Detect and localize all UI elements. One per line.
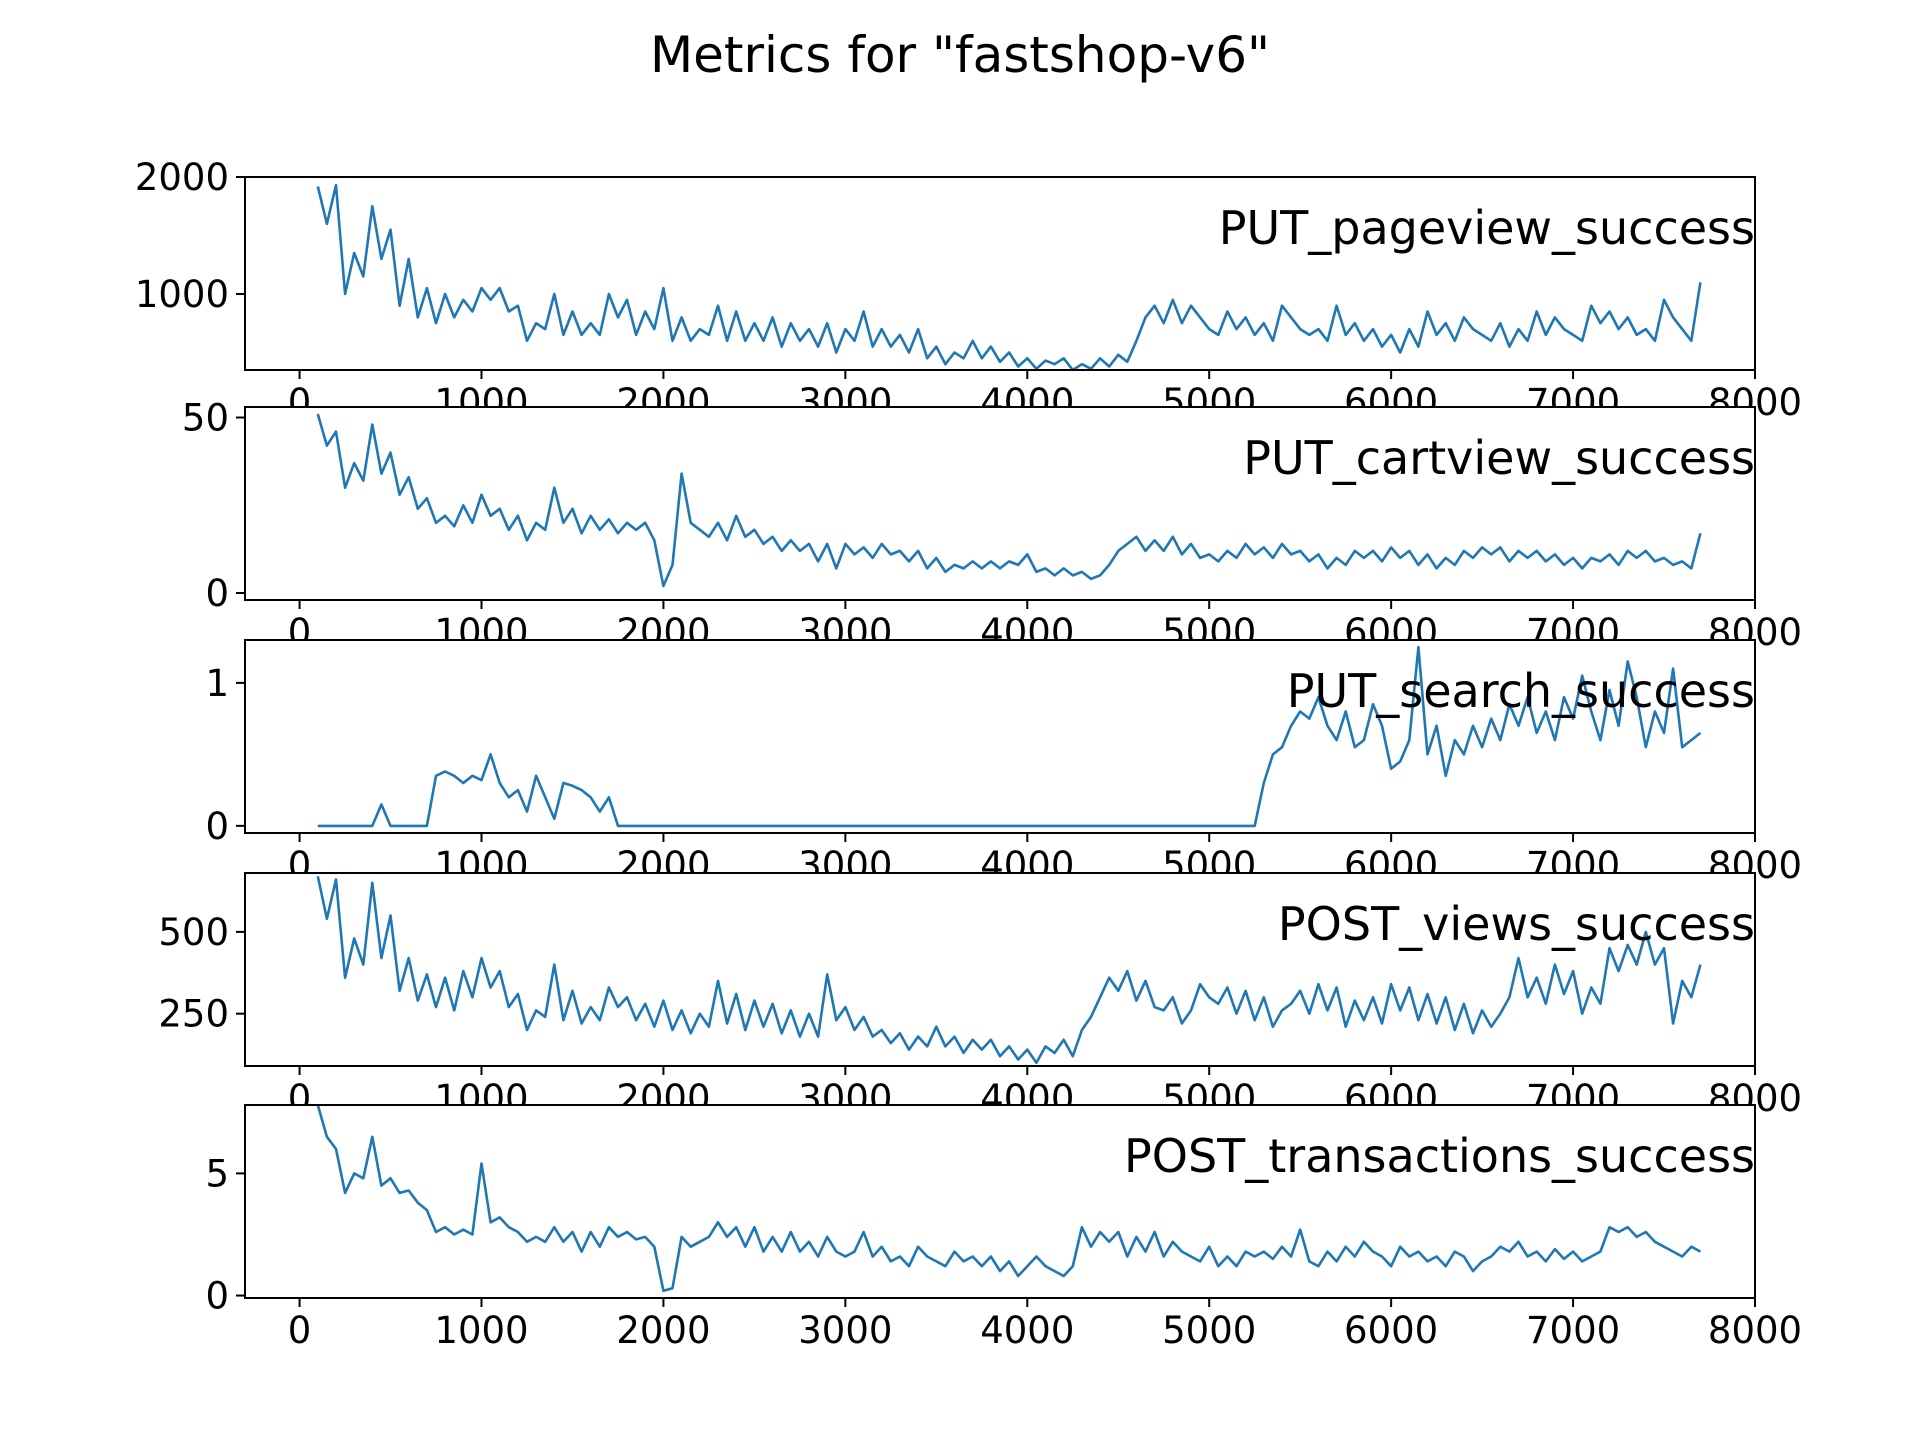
series-label: POST_views_success — [1278, 897, 1755, 951]
x-tick-label: 8000 — [1708, 1309, 1802, 1352]
y-tick-label: 0 — [205, 805, 229, 848]
subplot-panels: 0 1000 2000 3000 4000 5000 6000 7000 80001000200… — [135, 156, 1802, 1352]
x-tick-label: 5000 — [1162, 1309, 1256, 1352]
series-line-put-search-success — [317, 645, 1702, 828]
subplot-put-pageview-success: 0 1000 2000 3000 4000 5000 6000 7000 80001000200… — [135, 156, 1802, 424]
y-tick-label: 250 — [158, 993, 229, 1036]
axes-frame — [244, 176, 1756, 371]
x-tick-label: 1000 — [434, 1309, 528, 1352]
y-tick-label: 0 — [205, 572, 229, 615]
series-line-post-transactions-success — [316, 1105, 1702, 1292]
series-label: PUT_search_success — [1287, 664, 1755, 718]
y-tick-label: 500 — [158, 911, 229, 954]
x-tick-label: 4000 — [980, 1309, 1074, 1352]
axes-frame — [244, 872, 1756, 1067]
x-tick-label: 2000 — [616, 1309, 710, 1352]
series-line-put-cartview-success — [316, 413, 1702, 588]
series-line-post-views-success — [316, 876, 1702, 1064]
x-tick-label: 0 — [288, 1309, 312, 1352]
axes-frame — [244, 406, 1756, 601]
axes-frame — [244, 1104, 1756, 1299]
series-line-put-pageview-success — [316, 183, 1702, 370]
x-tick-label: 7000 — [1526, 1309, 1620, 1352]
y-tick-label: 1 — [205, 662, 229, 705]
x-tick-label: 3000 — [798, 1309, 892, 1352]
series-label: PUT_pageview_success — [1219, 201, 1755, 255]
figure-title: Metrics for "fastshop-v6" — [650, 26, 1270, 84]
series-label: POST_transactions_success — [1124, 1129, 1755, 1183]
y-tick-label: 5 — [205, 1152, 229, 1195]
y-tick-label: 2000 — [135, 156, 229, 199]
series-label: PUT_cartview_success — [1243, 431, 1755, 485]
plot-area — [245, 1105, 1755, 1298]
subplot-post-transactions-success: 0 1000 2000 3000 4000 5000 6000 7000 8000 0 5 POST_… — [205, 1104, 1802, 1352]
y-tick-label: 50 — [182, 397, 229, 440]
plot-area — [245, 177, 1755, 370]
plot-area — [245, 640, 1755, 833]
plot-area — [245, 873, 1755, 1066]
y-tick-label: 1000 — [135, 273, 229, 316]
x-tick-label: 6000 — [1344, 1309, 1438, 1352]
axes-frame — [244, 639, 1756, 834]
subplot-put-cartview-success: 0 1000 2000 3000 4000 5000 6000 7000 8000050PUT_… — [182, 397, 1802, 654]
y-tick-label: 0 — [205, 1275, 229, 1318]
